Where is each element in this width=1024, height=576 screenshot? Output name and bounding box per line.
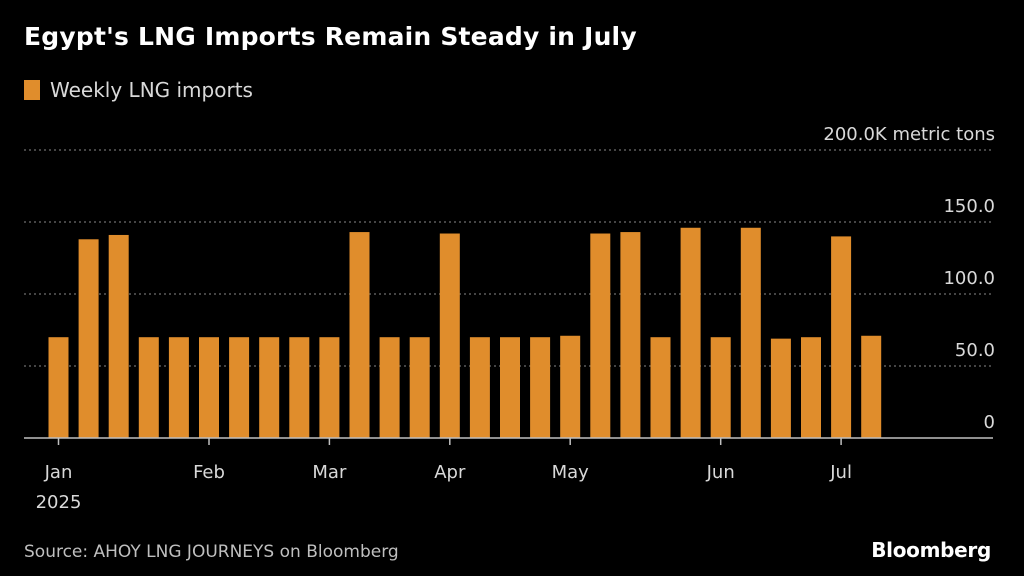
bar xyxy=(199,337,219,438)
bar xyxy=(259,337,280,438)
legend: Weekly LNG imports xyxy=(24,78,253,102)
source-note: Source: AHOY LNG JOURNEYS on Bloomberg xyxy=(24,542,399,562)
x-tick-label: Mar xyxy=(312,462,347,483)
bar xyxy=(138,337,159,438)
bar xyxy=(710,337,731,438)
bar xyxy=(289,337,310,438)
bar xyxy=(379,337,400,438)
bar xyxy=(770,338,791,438)
x-tick-label: Jan xyxy=(44,462,73,483)
bar xyxy=(500,337,520,438)
bar xyxy=(48,337,69,438)
bar xyxy=(590,233,611,438)
bloomberg-logo: Bloomberg xyxy=(871,538,991,562)
y-tick-label: 200.0K metric tons xyxy=(823,124,995,145)
x-tick-sublabel: 2025 xyxy=(36,492,82,513)
legend-label: Weekly LNG imports xyxy=(50,78,253,102)
bar-chart: 200.0K metric tons 150.0 100.0 50.0 0 Jan 2025… xyxy=(24,124,995,513)
bar xyxy=(108,234,129,438)
legend-swatch xyxy=(24,80,40,100)
bar xyxy=(740,227,761,438)
x-tick-label: Apr xyxy=(434,462,466,483)
bar xyxy=(831,236,852,438)
y-tick-label: 50.0 xyxy=(955,340,995,361)
bar xyxy=(650,337,671,438)
bar xyxy=(409,337,430,438)
bar xyxy=(319,337,340,438)
bar xyxy=(349,232,370,438)
bar xyxy=(620,232,641,438)
y-tick-label: 150.0 xyxy=(943,196,995,217)
bar xyxy=(78,239,99,438)
bar xyxy=(801,337,821,438)
x-tick-label: Jun xyxy=(706,462,735,483)
x-tick-label: Jul xyxy=(829,462,852,483)
bar xyxy=(530,337,551,438)
bar xyxy=(680,227,701,438)
x-tick-label: Feb xyxy=(193,462,225,483)
bar xyxy=(229,337,250,438)
bar xyxy=(439,233,460,438)
y-tick-label: 0 xyxy=(984,412,995,433)
x-tick-label: May xyxy=(552,462,590,483)
bar xyxy=(861,335,882,438)
y-tick-label: 100.0 xyxy=(943,268,995,289)
bar xyxy=(469,337,490,438)
bar xyxy=(560,335,581,438)
bar xyxy=(168,337,189,438)
chart-title: Egypt's LNG Imports Remain Steady in Jul… xyxy=(24,22,637,51)
